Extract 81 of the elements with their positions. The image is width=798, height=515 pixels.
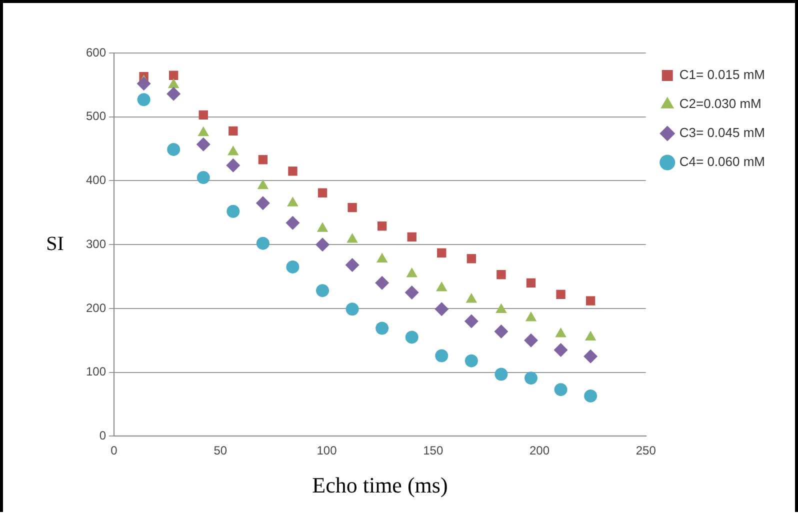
point bbox=[316, 284, 330, 298]
point bbox=[228, 145, 239, 156]
point bbox=[346, 232, 358, 243]
x-tick-label: 250 bbox=[636, 444, 656, 458]
point bbox=[167, 142, 180, 156]
point bbox=[228, 126, 238, 136]
y-tick-label: 300 bbox=[86, 236, 106, 251]
point bbox=[584, 330, 596, 340]
point bbox=[346, 302, 359, 316]
point bbox=[407, 232, 416, 242]
point bbox=[556, 290, 566, 300]
point bbox=[168, 70, 178, 80]
y-tick-label: 0 bbox=[99, 428, 106, 443]
point bbox=[376, 322, 389, 335]
point bbox=[316, 222, 328, 232]
point bbox=[496, 303, 507, 313]
point bbox=[136, 76, 151, 91]
x-tick-label: 200 bbox=[529, 444, 550, 458]
point bbox=[286, 260, 300, 274]
point bbox=[287, 196, 298, 206]
point bbox=[286, 216, 300, 230]
point bbox=[555, 328, 566, 338]
point bbox=[226, 158, 240, 172]
point bbox=[226, 204, 240, 218]
point bbox=[554, 342, 568, 357]
point bbox=[496, 270, 506, 280]
point bbox=[464, 314, 478, 328]
point bbox=[348, 202, 357, 212]
point bbox=[256, 196, 270, 210]
point bbox=[256, 236, 270, 250]
point bbox=[258, 155, 268, 164]
point bbox=[494, 324, 508, 338]
point bbox=[196, 171, 210, 184]
point bbox=[435, 349, 448, 362]
legend-label: C4= 0.060 mM bbox=[679, 154, 765, 170]
point bbox=[168, 78, 180, 88]
point bbox=[524, 372, 538, 385]
y-tick-label: 600 bbox=[86, 45, 106, 60]
point bbox=[404, 286, 419, 300]
point bbox=[436, 282, 448, 292]
point bbox=[466, 254, 476, 264]
point bbox=[405, 330, 418, 344]
point bbox=[494, 368, 508, 381]
point bbox=[316, 238, 330, 252]
point bbox=[584, 349, 598, 364]
point bbox=[525, 312, 537, 322]
y-tick-label: 400 bbox=[86, 173, 106, 188]
point bbox=[437, 248, 446, 258]
point bbox=[376, 252, 388, 263]
point bbox=[288, 166, 298, 176]
legend-label: C1= 0.015 mM bbox=[679, 67, 765, 82]
point bbox=[318, 188, 328, 198]
point bbox=[257, 179, 269, 190]
x-tick-label: 0 bbox=[110, 444, 118, 458]
point bbox=[554, 383, 568, 396]
point bbox=[526, 278, 536, 288]
x-tick-label: 150 bbox=[423, 444, 444, 458]
point bbox=[584, 389, 598, 402]
y-tick-label: 500 bbox=[86, 109, 106, 124]
point bbox=[466, 293, 478, 303]
point bbox=[196, 137, 210, 152]
point bbox=[166, 86, 181, 101]
y-axis-title: SI bbox=[46, 232, 64, 255]
point bbox=[406, 267, 418, 278]
x-tick-label: 50 bbox=[214, 444, 228, 458]
point bbox=[464, 354, 478, 368]
point bbox=[377, 221, 387, 231]
point bbox=[198, 110, 208, 120]
point bbox=[586, 296, 596, 306]
legend-label: C3= 0.045 mM bbox=[679, 125, 765, 140]
point bbox=[434, 302, 449, 316]
y-tick-label: 100 bbox=[86, 364, 106, 379]
x-tick-label: 100 bbox=[316, 444, 338, 458]
x-axis-title: Echo time (ms) bbox=[312, 472, 448, 498]
point bbox=[345, 258, 360, 272]
point bbox=[375, 276, 390, 290]
point bbox=[198, 126, 210, 136]
y-tick-label: 200 bbox=[86, 300, 106, 315]
point bbox=[524, 333, 538, 348]
point bbox=[137, 93, 150, 106]
legend-label: C2=0.030 mM bbox=[679, 96, 762, 112]
